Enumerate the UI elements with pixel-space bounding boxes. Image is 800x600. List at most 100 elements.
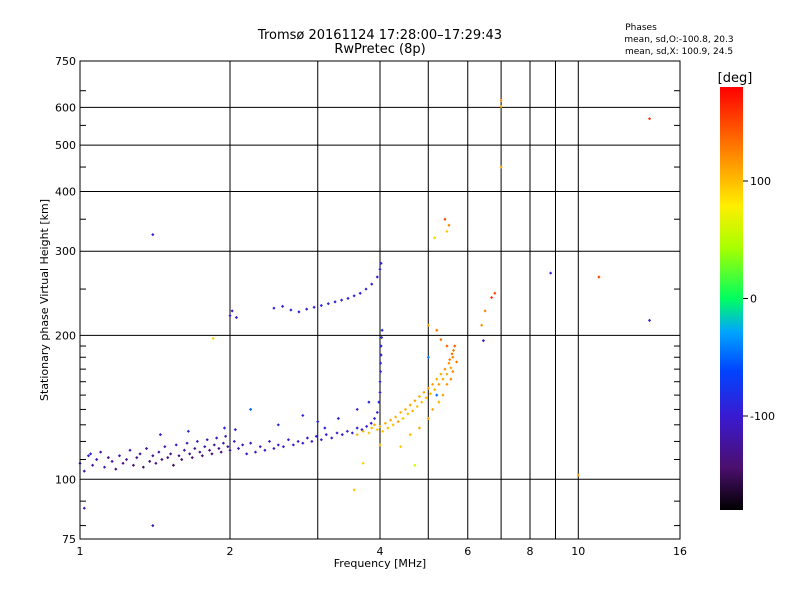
data-point-o — [169, 452, 173, 456]
data-point-x — [426, 323, 430, 327]
data-point-o — [233, 428, 237, 432]
data-point-o — [188, 452, 192, 456]
data-point-x — [413, 463, 417, 467]
data-point-o — [291, 443, 295, 447]
data-point-o — [330, 436, 334, 440]
data-point-o — [114, 467, 118, 471]
data-point-x — [449, 366, 453, 370]
data-point-x — [417, 426, 422, 430]
data-point-o — [249, 441, 253, 445]
data-point-o — [186, 429, 190, 433]
data-point-o — [267, 439, 272, 444]
data-point-o — [148, 459, 152, 463]
data-point-o — [481, 339, 485, 343]
data-point-x — [370, 426, 374, 430]
y-tick-label: 750 — [55, 55, 76, 68]
colorbar-tick-label: 100 — [750, 175, 771, 188]
y-tick-label: 200 — [55, 329, 76, 342]
data-point-o — [226, 445, 230, 449]
points-layer — [78, 98, 652, 528]
data-point-o — [151, 454, 155, 458]
data-point-o — [221, 441, 226, 445]
chart-title: Tromsø 20161124 17:28:00–17:29:43 — [257, 28, 502, 43]
data-point-x — [490, 295, 494, 300]
chart-subtitle: RwPretec (8p) — [334, 42, 425, 57]
data-point-x — [399, 410, 403, 415]
data-point-o — [364, 287, 368, 291]
data-point-o — [234, 315, 238, 320]
data-point-x — [430, 382, 435, 386]
data-point-o — [215, 436, 219, 440]
data-point-o — [205, 438, 209, 442]
data-point-o — [151, 232, 155, 237]
data-point-x — [408, 433, 412, 437]
data-point-o — [135, 456, 139, 460]
data-point-o — [171, 463, 176, 467]
data-point-x — [410, 409, 415, 413]
stats-x: mean, sd,X: 100.9, 24.5 — [625, 47, 733, 57]
data-point-o — [340, 298, 344, 302]
colorbar-tick-label: -100 — [750, 410, 775, 423]
data-point-o — [160, 457, 164, 462]
data-point-o — [340, 433, 344, 437]
plot-frame — [79, 60, 681, 540]
data-point-o — [177, 454, 181, 458]
data-point-x — [439, 372, 443, 376]
data-point-o — [310, 439, 314, 444]
x-tick-label: 16 — [673, 545, 687, 558]
data-point-x — [435, 328, 439, 332]
data-point-x — [483, 309, 487, 313]
data-point-o — [346, 296, 350, 301]
data-point-x — [415, 404, 419, 409]
data-point-x — [443, 367, 447, 371]
data-point-o — [301, 441, 305, 445]
data-point-x — [433, 388, 437, 392]
data-point-x — [448, 357, 452, 362]
x-tick-label: 2 — [227, 545, 234, 558]
data-point-o — [128, 448, 132, 452]
data-point-x — [647, 117, 652, 121]
data-point-x — [450, 352, 454, 356]
data-point-o — [203, 445, 207, 449]
data-point-o — [324, 433, 328, 437]
data-point-x — [451, 348, 456, 353]
data-point-o — [647, 318, 652, 322]
data-point-o — [138, 452, 142, 456]
data-point-x — [367, 431, 371, 435]
data-point-o — [102, 465, 107, 469]
data-point-x — [372, 423, 377, 427]
data-point-x — [445, 382, 449, 386]
data-point-o — [281, 445, 286, 449]
data-point-o — [435, 393, 439, 397]
data-point-x — [388, 418, 393, 422]
data-point-o — [305, 307, 309, 311]
y-tick-label: 300 — [55, 245, 76, 258]
data-point-x — [378, 424, 382, 429]
data-point-o — [263, 448, 267, 452]
data-point-x — [424, 396, 428, 400]
x-tick-label: 8 — [527, 545, 534, 558]
data-point-o — [180, 457, 184, 462]
data-point-x — [408, 403, 412, 407]
grid-layer — [80, 61, 680, 539]
colorbar-unit: [deg] — [718, 71, 753, 86]
data-point-o — [158, 433, 163, 437]
data-point-x — [386, 426, 390, 430]
data-point-x — [401, 416, 405, 421]
data-point-o — [352, 294, 356, 298]
data-point-o — [355, 426, 359, 430]
data-point-o — [378, 390, 382, 394]
data-point-x — [437, 400, 441, 404]
data-point-o — [316, 420, 320, 424]
data-point-o — [378, 369, 383, 374]
data-point-o — [163, 445, 167, 449]
data-point-x — [399, 445, 403, 449]
data-point-x — [352, 488, 356, 492]
x-axis-label: Frequency [MHz] — [334, 557, 426, 570]
data-point-x — [378, 443, 382, 447]
data-point-o — [224, 434, 228, 438]
data-point-x — [499, 165, 503, 169]
data-point-x — [449, 377, 453, 381]
data-point-x — [480, 323, 484, 327]
data-point-o — [232, 439, 236, 444]
